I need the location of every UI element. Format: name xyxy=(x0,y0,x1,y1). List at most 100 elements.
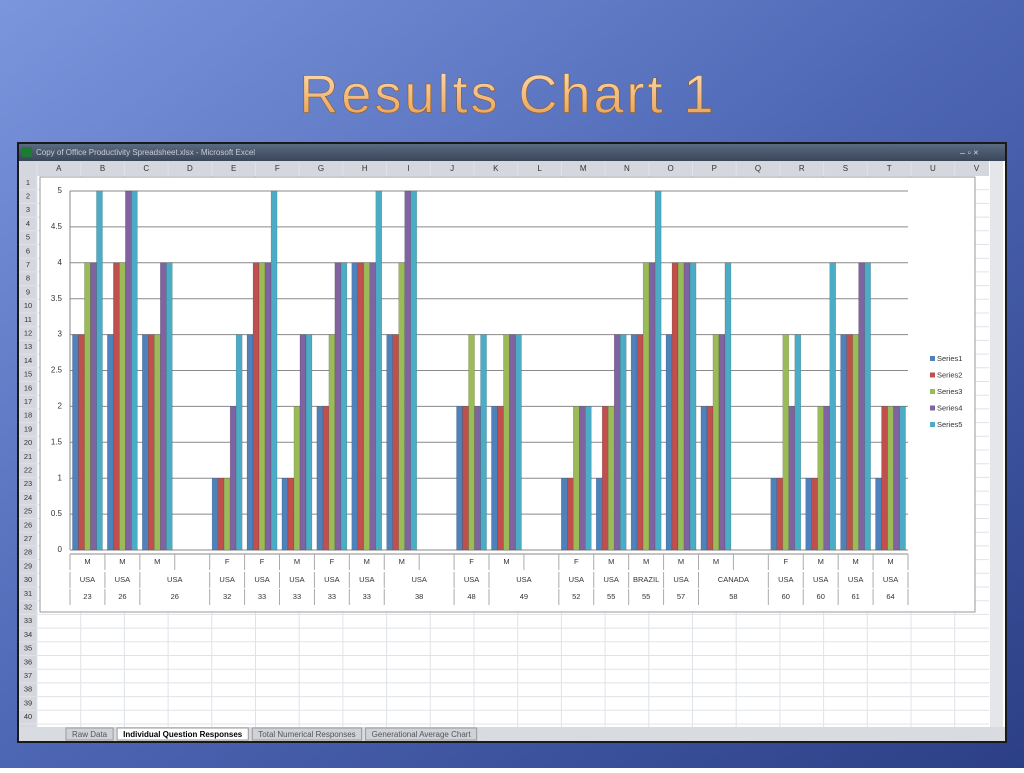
x-tick-label: 60 xyxy=(782,592,790,601)
sheet-tab[interactable]: Raw Data xyxy=(72,730,108,739)
bar xyxy=(386,334,393,551)
bar xyxy=(497,406,504,551)
x-tick-label: 60 xyxy=(817,592,825,601)
row-header: 17 xyxy=(24,397,32,406)
bar xyxy=(107,334,114,551)
bar xyxy=(509,334,516,551)
vertical-scrollbar[interactable] xyxy=(990,161,1003,727)
bar xyxy=(328,334,336,551)
column-header: V xyxy=(974,164,980,173)
x-tick-label: USA xyxy=(167,575,182,584)
bar xyxy=(636,334,644,551)
row-header: 9 xyxy=(26,287,30,296)
slide-title: Results Chart 1 xyxy=(299,64,716,124)
bar xyxy=(805,477,812,551)
column-header: A xyxy=(56,164,62,173)
y-tick-label: 4.5 xyxy=(51,222,63,231)
bar xyxy=(142,334,149,551)
bar xyxy=(252,262,260,551)
bar xyxy=(561,477,568,551)
row-header: 40 xyxy=(24,712,32,721)
legend-swatch xyxy=(930,405,935,411)
bar xyxy=(72,334,79,551)
column-header: Q xyxy=(755,164,761,173)
bar xyxy=(369,262,377,551)
row-header: 5 xyxy=(26,233,30,242)
sheet-tab[interactable]: Individual Question Responses xyxy=(123,730,243,739)
y-tick-label: 4 xyxy=(58,258,63,267)
excel-icon xyxy=(22,147,32,157)
row-header: 7 xyxy=(26,260,30,269)
window-title: Copy of Office Productivity Spreadsheet.… xyxy=(36,148,255,157)
bar xyxy=(619,334,627,551)
bar xyxy=(700,406,708,551)
x-tick-label: 33 xyxy=(258,592,266,601)
legend-label: Series3 xyxy=(937,387,962,396)
column-header-bar xyxy=(19,161,989,176)
bar xyxy=(718,334,726,551)
row-header: 14 xyxy=(24,356,32,365)
bar xyxy=(84,262,91,551)
x-tick-label: 52 xyxy=(572,592,580,601)
window-controls[interactable]: – ▫ × xyxy=(960,147,978,157)
x-tick-label: 23 xyxy=(83,592,91,601)
bar xyxy=(363,262,371,551)
x-tick-label: F xyxy=(574,557,579,566)
x-tick-label: USA xyxy=(324,575,339,584)
bar xyxy=(281,477,289,551)
bar xyxy=(776,477,784,551)
x-tick-label: 49 xyxy=(520,592,528,601)
x-tick-label: M xyxy=(154,557,160,566)
x-tick-label: M xyxy=(294,557,300,566)
x-tick-label: F xyxy=(469,557,474,566)
x-tick-label: M xyxy=(853,557,859,566)
row-header: 11 xyxy=(24,315,32,324)
bar xyxy=(78,334,85,551)
bar xyxy=(811,477,818,551)
legend-label: Series5 xyxy=(937,420,962,429)
column-header: R xyxy=(799,164,805,173)
bar xyxy=(410,190,417,551)
x-tick-label: USA xyxy=(219,575,234,584)
x-tick-label: USA xyxy=(464,575,479,584)
row-header: 35 xyxy=(24,644,32,653)
x-tick-label: USA xyxy=(516,575,531,584)
bar xyxy=(503,334,510,551)
column-header: P xyxy=(712,164,717,173)
row-header: 6 xyxy=(26,246,30,255)
bar xyxy=(211,477,219,551)
legend-swatch xyxy=(930,356,935,361)
row-header: 38 xyxy=(24,685,32,694)
x-tick-label: USA xyxy=(778,575,793,584)
sheet-tab[interactable]: Generational Average Chart xyxy=(372,730,472,739)
row-header: 8 xyxy=(26,274,30,283)
bar xyxy=(630,334,638,551)
x-tick-label: BRAZIL xyxy=(633,575,659,584)
x-tick-label: M xyxy=(887,557,893,566)
column-header: D xyxy=(187,164,193,173)
x-tick-label: USA xyxy=(359,575,374,584)
bar xyxy=(160,262,167,551)
row-header: 12 xyxy=(24,329,32,338)
bar xyxy=(113,262,120,551)
x-tick-label: 26 xyxy=(171,592,179,601)
bar xyxy=(567,477,574,551)
column-header: B xyxy=(100,164,105,173)
x-tick-label: USA xyxy=(289,575,304,584)
bar xyxy=(595,477,603,551)
x-tick-label: M xyxy=(713,557,719,566)
bar xyxy=(235,334,243,551)
bar xyxy=(601,406,609,551)
bar xyxy=(125,190,132,551)
sheet-tab[interactable]: Total Numerical Responses xyxy=(258,730,355,739)
x-tick-label: USA xyxy=(883,575,898,584)
x-tick-label: 38 xyxy=(415,592,423,601)
bar xyxy=(462,406,469,551)
y-tick-label: 0.5 xyxy=(51,509,63,518)
bar xyxy=(340,262,348,551)
bar xyxy=(322,406,330,551)
x-tick-label: 64 xyxy=(886,592,894,601)
column-header: C xyxy=(143,164,149,173)
bar xyxy=(671,262,679,551)
